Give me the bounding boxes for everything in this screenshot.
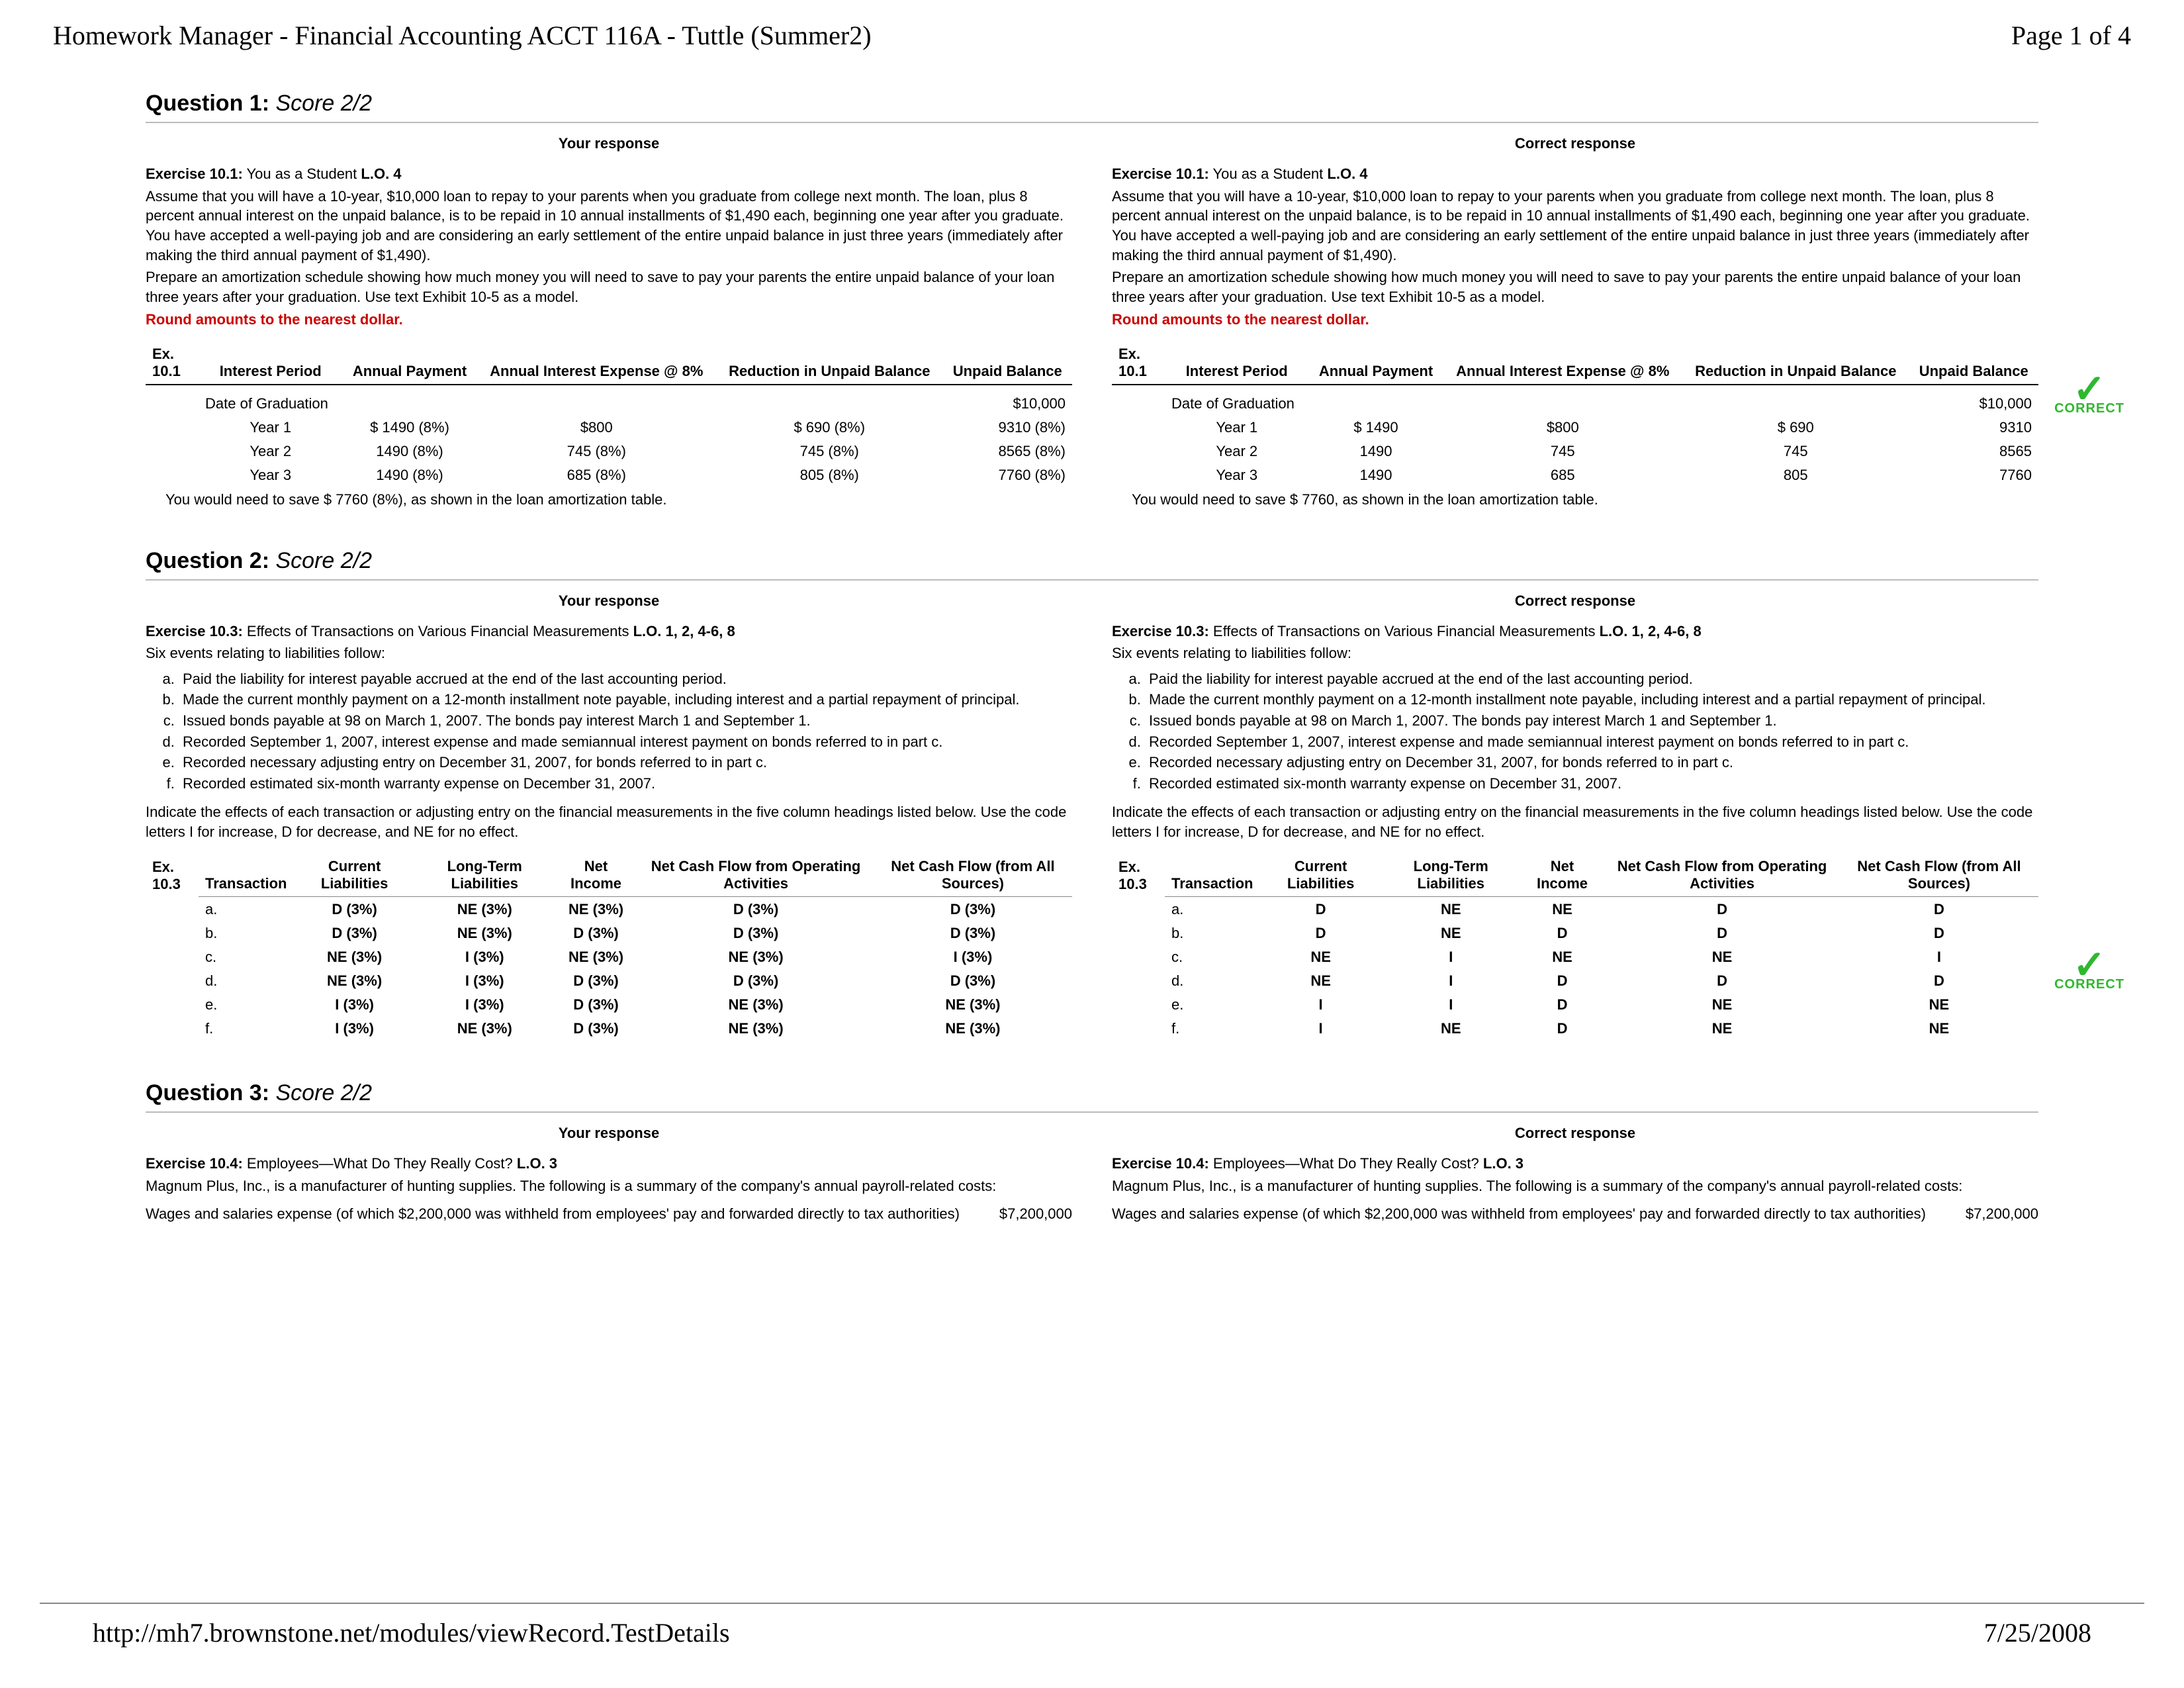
page-header: Homework Manager - Financial Accounting … bbox=[0, 0, 2184, 64]
table-row: e.IIDNENE bbox=[1112, 993, 2038, 1017]
q2-table-correct: Ex. 10.3 TransactionCurrent LiabilitiesL… bbox=[1112, 854, 2038, 1041]
header-page: Page 1 of 4 bbox=[2011, 20, 2131, 51]
q1-table-your: Ex. 10.1 Interest Period Annual Payment … bbox=[146, 342, 1072, 487]
question-3: Question 3: Score 2/2 Your response Exer… bbox=[146, 1080, 2038, 1226]
table-row: c.NEINENEI bbox=[1112, 945, 2038, 969]
q2-correct-badge: ✓ CORRECT bbox=[2054, 953, 2124, 992]
correct-response-label: Correct response bbox=[1112, 135, 2038, 152]
your-response-label: Your response bbox=[146, 135, 1072, 152]
header-title: Homework Manager - Financial Accounting … bbox=[53, 20, 872, 51]
table-row: f.I (3%)NE (3%)D (3%)NE (3%)NE (3%) bbox=[146, 1017, 1072, 1041]
table-row: d.NE (3%)I (3%)D (3%)D (3%)D (3%) bbox=[146, 969, 1072, 993]
question-2: Question 2: Score 2/2 Your response Exer… bbox=[146, 548, 2038, 1041]
q2-your-response: Your response Exercise 10.3: Effects of … bbox=[146, 592, 1072, 1041]
q2-correct-response: Correct response Exercise 10.3: Effects … bbox=[1112, 592, 2038, 1041]
footer-url: http://mh7.brownstone.net/modules/viewRe… bbox=[93, 1617, 730, 1648]
table-row: e.I (3%)I (3%)D (3%)NE (3%)NE (3%) bbox=[146, 993, 1072, 1017]
q1-number: Question 1: bbox=[146, 91, 269, 116]
q1-correct-response: Correct response Exercise 10.1: You as a… bbox=[1112, 135, 2038, 508]
table-row: d.NEIDDD bbox=[1112, 969, 2038, 993]
question-1: Question 1: Score 2/2 Your response Exer… bbox=[146, 91, 2038, 508]
q2-table-your: Ex. 10.3 TransactionCurrent LiabilitiesL… bbox=[146, 854, 1072, 1041]
check-icon: ✓ bbox=[2054, 377, 2124, 401]
q1-table-correct: Ex. 10.1 Interest Period Annual Payment … bbox=[1112, 342, 2038, 487]
check-icon: ✓ bbox=[2054, 953, 2124, 977]
table-row: b.DNEDDD bbox=[1112, 921, 2038, 945]
q3-correct-response: Correct response Exercise 10.4: Employee… bbox=[1112, 1125, 2038, 1226]
page-footer: http://mh7.brownstone.net/modules/viewRe… bbox=[40, 1603, 2144, 1648]
q3-your-response: Your response Exercise 10.4: Employees—W… bbox=[146, 1125, 1072, 1226]
footer-date: 7/25/2008 bbox=[1984, 1617, 2091, 1648]
q2-events-your: Paid the liability for interest payable … bbox=[179, 670, 1072, 794]
table-row: c.NE (3%)I (3%)NE (3%)NE (3%)I (3%) bbox=[146, 945, 1072, 969]
table-row: a.DNENEDD bbox=[1112, 898, 2038, 921]
table-row: a.D (3%)NE (3%)NE (3%)D (3%)D (3%) bbox=[146, 898, 1072, 921]
q1-score: Score 2/2 bbox=[275, 91, 372, 116]
q1-your-response: Your response Exercise 10.1: You as a St… bbox=[146, 135, 1072, 508]
table-row: f.INEDNENE bbox=[1112, 1017, 2038, 1041]
table-row: b.D (3%)NE (3%)D (3%)D (3%)D (3%) bbox=[146, 921, 1072, 945]
q2-events-correct: Paid the liability for interest payable … bbox=[1145, 670, 2038, 794]
q1-correct-badge: ✓ CORRECT bbox=[2054, 377, 2124, 416]
content: Question 1: Score 2/2 Your response Exer… bbox=[0, 64, 2184, 1226]
